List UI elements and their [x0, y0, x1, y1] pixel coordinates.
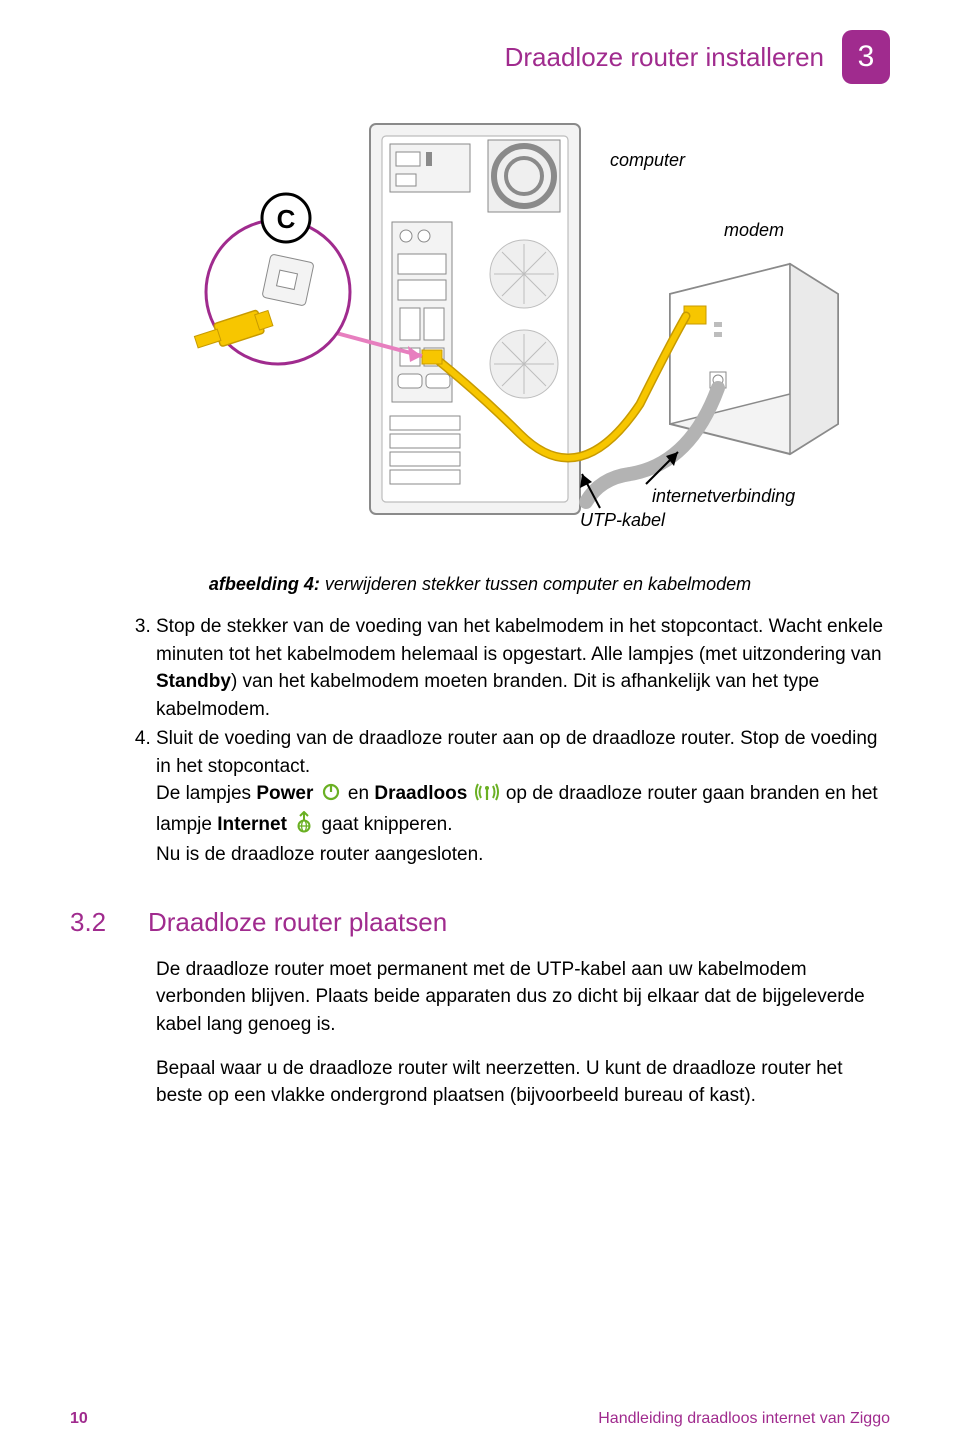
page-number: 10: [70, 1410, 88, 1428]
section-title: Draadloze router plaatsen: [148, 907, 447, 938]
page-header: Draadloze router installeren 3: [70, 30, 890, 84]
label-utp-kabel: UTP-kabel: [580, 510, 666, 530]
label-internetverbinding: internetverbinding: [652, 486, 795, 506]
step3-text-a: Stop de stekker van de voeding van het k…: [156, 616, 883, 665]
step4-power: Power: [256, 783, 313, 804]
power-icon: [321, 782, 341, 811]
section-number: 3.2: [70, 907, 120, 938]
footer-manual-title: Handleiding draadloos internet van Ziggo: [598, 1410, 890, 1428]
step4-draadloos: Draadloos: [374, 783, 467, 804]
step-3: Stop de stekker van de voeding van het k…: [156, 613, 890, 723]
instruction-list: Stop de stekker van de voeding van het k…: [120, 613, 890, 869]
step4-text-a: Sluit de voeding van de draadloze router…: [156, 728, 877, 777]
figure-caption: afbeelding 4: verwijderen stekker tussen…: [70, 574, 890, 595]
section-body: De draadloze router moet permanent met d…: [156, 956, 890, 1110]
internet-icon: [294, 811, 314, 842]
chapter-badge: 3: [842, 30, 890, 84]
section-3-2-header: 3.2 Draadloze router plaatsen: [70, 907, 890, 938]
caption-lead: afbeelding 4:: [209, 574, 320, 594]
step4-internet: Internet: [217, 814, 287, 835]
step4-text-b1: De lampjes: [156, 783, 256, 804]
step4-text-b2: en: [348, 783, 374, 804]
step4-text-b4: gaat knipperen.: [322, 814, 453, 835]
installation-diagram: C computer modem internetverbinding UTP-…: [70, 104, 890, 564]
c-marker-label: C: [277, 204, 296, 234]
section-p1: De draadloze router moet permanent met d…: [156, 956, 890, 1039]
page-title: Draadloze router installeren: [505, 42, 824, 73]
step3-standby: Standby: [156, 671, 231, 692]
page-footer: 10 Handleiding draadloos internet van Zi…: [70, 1410, 890, 1428]
caption-rest: verwijderen stekker tussen computer en k…: [320, 574, 751, 594]
step-4: Sluit de voeding van de draadloze router…: [156, 725, 890, 869]
step3-text-c: ) van het kabelmodem moeten branden. Dit…: [156, 671, 819, 720]
chapter-number: 3: [858, 40, 875, 74]
step4-text-c: Nu is de draadloze router aangesloten.: [156, 844, 483, 865]
label-computer: computer: [610, 150, 686, 170]
section-p2: Bepaal waar u de draadloze router wilt n…: [156, 1055, 890, 1110]
label-modem: modem: [724, 220, 784, 240]
wireless-icon: [475, 782, 499, 811]
